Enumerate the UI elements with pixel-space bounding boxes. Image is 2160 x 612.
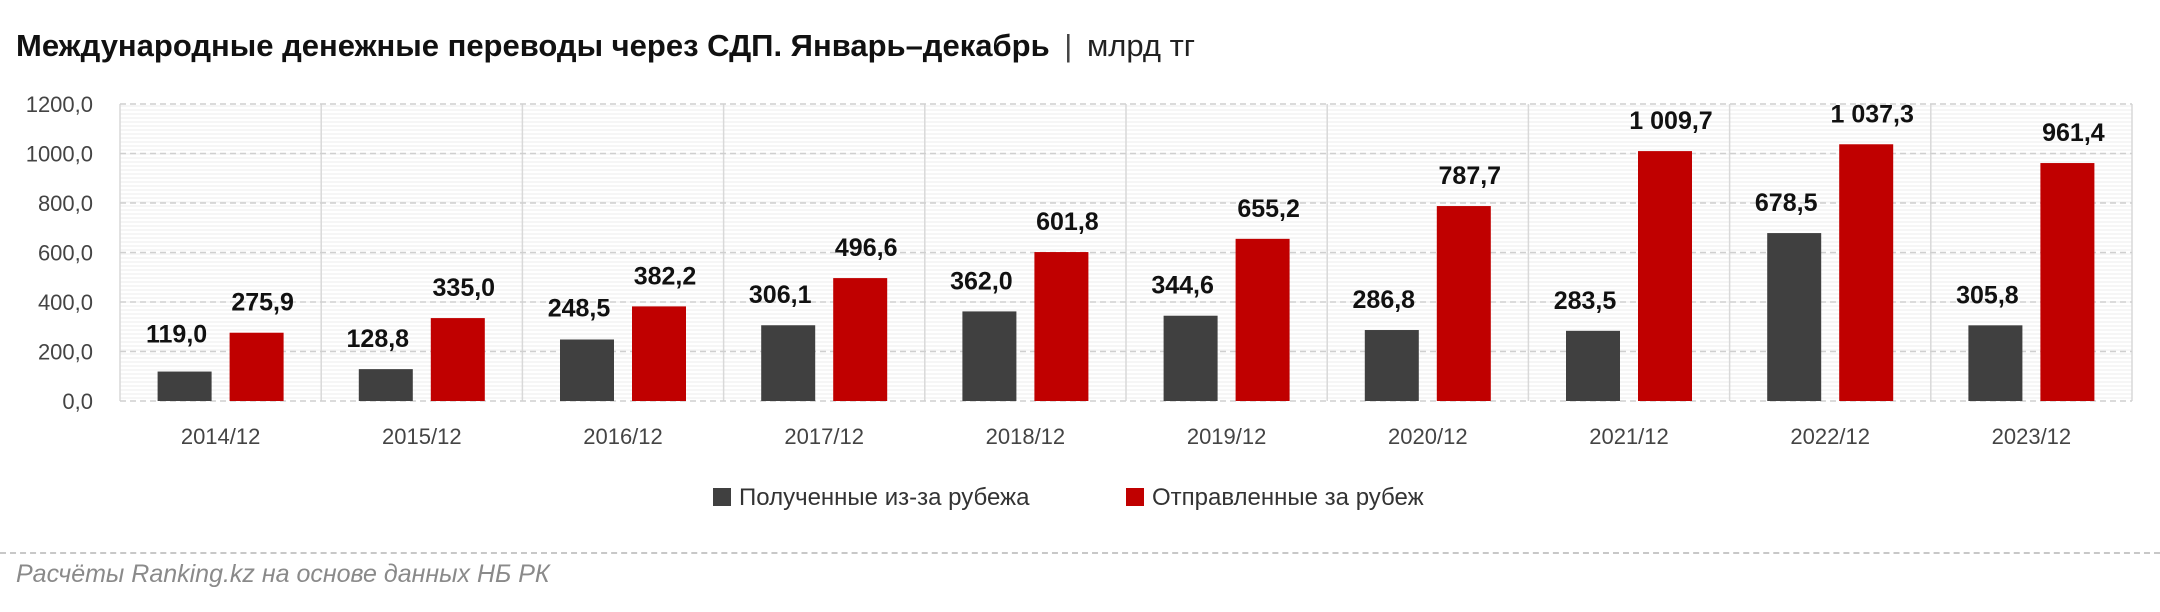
x-tick-label: 2019/12 [1187, 424, 1267, 449]
x-tick-label: 2017/12 [784, 424, 864, 449]
chart-title-row: Международные денежные переводы через СД… [16, 28, 1195, 64]
bar-received [1163, 315, 1218, 401]
data-label-sent: 335,0 [433, 274, 496, 302]
y-tick-label: 0,0 [62, 389, 93, 414]
data-label-received: 344,6 [1151, 272, 1214, 300]
y-tick-label: 600,0 [38, 241, 93, 266]
bar-sent [430, 318, 485, 401]
data-label-received: 362,0 [950, 267, 1013, 295]
data-label-received: 305,8 [1956, 281, 2019, 309]
data-label-sent: 496,6 [835, 234, 898, 262]
source-note: Расчёты Ranking.kz на основе данных НБ Р… [16, 560, 550, 588]
y-tick-label: 200,0 [38, 340, 93, 365]
legend-swatch-sent [1126, 488, 1144, 506]
y-axis-ticks: 0,0 200,0 400,0 600,0 800,0 1000,0 1200,0 [26, 92, 93, 414]
y-tick-label: 800,0 [38, 191, 93, 216]
x-tick-label: 2023/12 [1992, 424, 2072, 449]
chart-unit: млрд тг [1086, 28, 1196, 63]
data-label-sent: 275,9 [231, 289, 294, 317]
x-tick-label: 2018/12 [986, 424, 1066, 449]
data-label-sent: 382,2 [634, 262, 697, 290]
x-tick-label: 2022/12 [1790, 424, 1870, 449]
bar-sent [229, 332, 284, 401]
bar-sent [1034, 252, 1089, 401]
x-tick-label: 2016/12 [583, 424, 663, 449]
data-label-sent: 961,4 [2042, 119, 2105, 147]
bar-sent [1436, 206, 1491, 401]
data-label-sent: 655,2 [1237, 195, 1300, 223]
bar-sent [1235, 238, 1290, 401]
bar-received [1364, 330, 1419, 401]
x-tick-label: 2021/12 [1589, 424, 1669, 449]
legend-label-received: Полученные из-за рубежа [739, 484, 1030, 511]
data-labels: 119,0 275,9 128,8 335,0 248,5 382,2 306,1 496,6… [146, 100, 2105, 353]
data-label-received: 128,8 [347, 325, 410, 353]
bar-received [1566, 330, 1620, 401]
x-tick-label: 2015/12 [382, 424, 462, 449]
y-tick-label: 400,0 [38, 290, 93, 315]
data-label-received: 286,8 [1353, 286, 1416, 314]
data-label-sent: 1 009,7 [1629, 107, 1712, 135]
bar-sent [2040, 163, 2095, 401]
bar-received [358, 369, 413, 401]
bar-received [157, 371, 212, 401]
chart-title: Международные денежные переводы через СД… [16, 28, 1050, 63]
footer-divider [0, 552, 2160, 554]
bar-received [560, 339, 614, 401]
bars [157, 144, 2095, 401]
bar-received [1968, 325, 2023, 401]
bar-sent [632, 306, 686, 401]
data-label-sent: 1 037,3 [1830, 100, 1913, 128]
y-tick-label: 1000,0 [26, 142, 93, 167]
data-label-received: 248,5 [548, 294, 611, 322]
data-label-received: 119,0 [146, 321, 207, 349]
data-label-received: 678,5 [1755, 189, 1818, 217]
legend-label-sent: Отправленные за рубеж [1152, 484, 1424, 511]
bar-sent [1839, 144, 1894, 401]
bar-chart: 0,0 200,0 400,0 600,0 800,0 1000,0 1200,0 119,… [26, 92, 2133, 511]
data-label-received: 306,1 [749, 281, 812, 309]
data-label-received: 283,5 [1554, 287, 1617, 315]
x-axis-ticks: 2014/12 2015/12 2016/12 2017/12 2018/12 2019/… [181, 424, 2071, 449]
data-label-sent: 601,8 [1036, 208, 1099, 236]
x-tick-label: 2014/12 [181, 424, 261, 449]
bar-received [962, 311, 1017, 401]
y-tick-label: 1200,0 [26, 92, 93, 117]
legend: Полученные из-за рубежа Отправленные за р… [713, 484, 1424, 511]
data-label-sent: 787,7 [1439, 162, 1502, 190]
legend-swatch-received [713, 488, 731, 506]
bar-sent [833, 278, 888, 401]
x-tick-label: 2020/12 [1388, 424, 1468, 449]
bar-received [761, 325, 816, 401]
bar-received [1767, 233, 1822, 401]
title-separator: | [1064, 28, 1073, 63]
bar-sent [1638, 151, 1692, 401]
